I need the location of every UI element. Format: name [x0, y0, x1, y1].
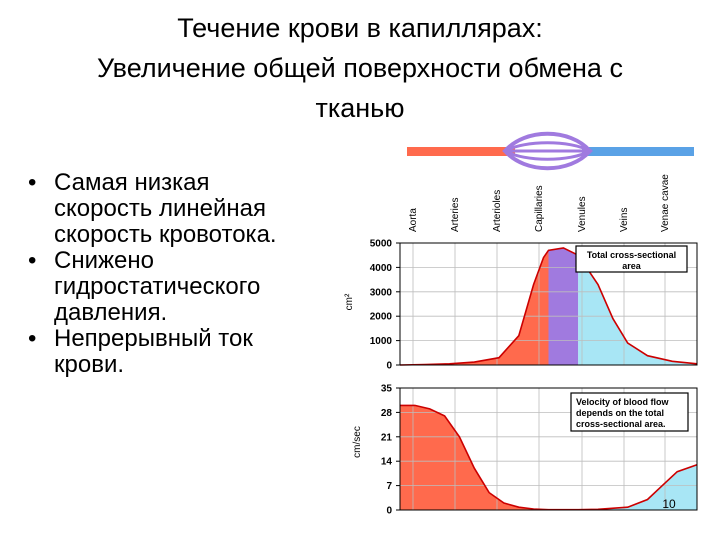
area-region-arterial [400, 405, 549, 510]
vein-tube [582, 147, 694, 156]
area-region-arterial [400, 250, 549, 365]
category-label: Capillaries [534, 185, 545, 232]
annotation-box [570, 392, 689, 432]
y-tick-label: 14 [381, 457, 393, 468]
category-labels: Aorta Arteries Arterioles Capillaries Venule… [408, 174, 671, 232]
y-tick-label: 3000 [370, 287, 393, 298]
page-number: 10 [662, 497, 676, 511]
y-tick-label: 0 [386, 506, 392, 517]
y-axis-label: cm/sec [352, 426, 363, 458]
slide-title: Течение крови в капиллярах: Увеличение о… [20, 8, 700, 128]
y-tick-label: 5000 [370, 239, 393, 250]
area-region-venous [578, 255, 697, 365]
data-curve [400, 404, 698, 511]
category-label: Venae cavae [660, 174, 671, 232]
bullet-item: Непрерывный ток крови. [22, 326, 342, 378]
category-label: Venules [577, 196, 588, 232]
annotation-text: Total cross-sectional [587, 250, 676, 260]
category-label: Veins [619, 208, 630, 232]
category-label: Aorta [408, 208, 419, 232]
y-axis-label: cm² [344, 293, 355, 310]
category-label: Arteries [450, 198, 461, 232]
title-line-3: тканью [315, 93, 405, 123]
y-tick-label: 35 [381, 384, 393, 395]
annotation-box [575, 245, 688, 273]
y-tick-label: 2000 [370, 312, 393, 323]
annotation-text: area [622, 261, 642, 271]
title-line-1: Течение крови в капиллярах: [177, 13, 543, 43]
bullet-item: Снижено гидростатического давления. [22, 248, 342, 326]
y-tick-label: 1000 [370, 336, 393, 347]
y-tick-label: 7 [386, 481, 392, 492]
area-region-capillary [548, 247, 579, 365]
title-line-2: Увеличение общей поверхности обмена с [97, 53, 623, 83]
y-tick-label: 4000 [370, 263, 393, 274]
y-tick-label: 21 [381, 432, 393, 443]
category-label: Arterioles [492, 190, 503, 232]
axis-frame [399, 242, 698, 366]
annotation-text: Velocity of blood flow [576, 397, 670, 407]
data-curve [399, 247, 698, 366]
axis-frame [399, 387, 698, 511]
bullet-item: Самая низкая скорость линейная скорость … [22, 170, 342, 248]
annotation-text: cross-sectional area. [576, 419, 666, 429]
area-region-venous [578, 464, 697, 510]
y-tick-label: 28 [381, 408, 393, 419]
velocity-chart: 0 7 14 21 28 35 cm/sec Velocity of blood flowde… [352, 384, 698, 517]
bullet-list: Самая низкая скорость линейная скорость … [22, 170, 342, 378]
y-tick-label: 0 [386, 361, 392, 372]
vessel-diagram [407, 131, 694, 171]
artery-tube [407, 147, 515, 156]
annotation-text: depends on the total [576, 408, 664, 418]
cross-section-chart: 0 1000 2000 3000 4000 5000 cm² Total cross-sect… [344, 239, 698, 372]
